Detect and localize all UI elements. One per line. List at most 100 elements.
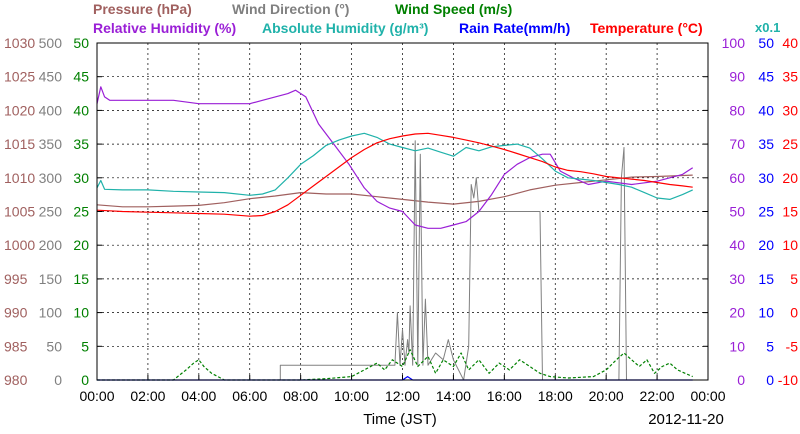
x-tick-label: 10:00	[334, 388, 369, 404]
plot-frame	[96, 42, 709, 381]
legend-rain-rate: Rain Rate(mm/h)	[459, 20, 570, 36]
y-tick-label-pressure: 995	[4, 271, 28, 287]
legend: Pressure (hPa) Wind Direction (°) Wind S…	[93, 1, 780, 36]
y-tick-label-relative-humidity: 30	[729, 271, 745, 287]
x-axis: 00:00 02:00 04:00 06:00 08:00 10:00 12:00 14:00…	[79, 76, 726, 404]
y-tick-label-temperature: 0	[790, 305, 798, 321]
y-tick-label-rain-rate: 20	[758, 237, 774, 253]
series-line-rain-rate-mm-h	[97, 376, 693, 381]
series-line-temperature-c	[96, 132, 693, 217]
y-tick-label-temperature: 5	[790, 271, 798, 287]
y-tick-label-rain-rate: 25	[758, 204, 774, 220]
legend-temperature: Temperature (°C)	[590, 20, 703, 36]
y-tick-label-rain-rate: 30	[758, 170, 774, 186]
y-tick-label-pressure: 1010	[4, 170, 35, 186]
y-tick-label-wind-speed: 25	[73, 204, 89, 220]
y-tick-label-rain-rate: 35	[758, 136, 774, 152]
legend-pressure: Pressure (hPa)	[93, 1, 192, 17]
y-tick-label-wind-direction: 350	[39, 136, 63, 152]
x-tick-label: 02:00	[130, 388, 165, 404]
y-tick-label-temperature: -5	[786, 338, 799, 354]
y-tick-label-relative-humidity: 40	[729, 237, 745, 253]
y-tick-label-pressure: 990	[4, 305, 28, 321]
y-tick-label-wind-speed: 35	[73, 136, 89, 152]
y-tick-label-rain-rate: 45	[758, 69, 774, 85]
y-tick-label-temperature: 35	[782, 69, 798, 85]
y-tick-label-temperature: 30	[782, 102, 798, 118]
y-tick-label-rain-rate: 10	[758, 305, 774, 321]
legend-absolute-humidity: Absolute Humidity (g/m³)	[262, 20, 428, 36]
y-tick-label-relative-humidity: 50	[729, 204, 745, 220]
series-line-pressure-hpa	[96, 174, 693, 208]
y-tick-label-rain-rate: 40	[758, 102, 774, 118]
y-tick-label-wind-speed: 45	[73, 69, 89, 85]
x-tick-label: 08:00	[283, 388, 318, 404]
x-tick-label: 06:00	[232, 388, 267, 404]
y-tick-label-wind-direction: 500	[39, 35, 63, 51]
y-tick-label-wind-direction: 250	[39, 204, 63, 220]
y-tick-label-wind-speed: 10	[73, 305, 89, 321]
y-tick-label-pressure: 1015	[4, 136, 35, 152]
y-tick-label-pressure: 1030	[4, 35, 35, 51]
y-tick-label-wind-direction: 50	[46, 338, 62, 354]
y-tick-label-pressure: 1000	[4, 237, 35, 253]
legend-wind-direction: Wind Direction (°)	[232, 1, 349, 17]
y-tick-label-pressure: 1005	[4, 204, 35, 220]
y-tick-label-temperature: -10	[778, 372, 798, 388]
y-tick-label-wind-speed: 30	[73, 170, 89, 186]
y-tick-label-pressure: 1020	[4, 102, 35, 118]
x-tick-label: 16:00	[487, 388, 522, 404]
x-axis-date: 2012-11-20	[648, 411, 724, 428]
x-tick-label: 00:00	[79, 388, 114, 404]
y-tick-label-wind-direction: 200	[39, 237, 63, 253]
y-tick-label-relative-humidity: 70	[729, 136, 745, 152]
y-tick-label-temperature: 40	[782, 35, 798, 51]
y-tick-label-wind-speed: 5	[81, 338, 89, 354]
y-tick-label-relative-humidity: 10	[729, 338, 745, 354]
y-tick-label-relative-humidity: 100	[722, 35, 746, 51]
x-tick-label: 18:00	[538, 388, 573, 404]
x-tick-label: 14:00	[436, 388, 471, 404]
y-tick-label-temperature: 15	[782, 204, 798, 220]
x-tick-label: 00:00	[690, 388, 725, 404]
grid	[97, 43, 708, 380]
y-axes: 9809859909951000100510101015102010251030…	[4, 35, 798, 388]
series-line-absolute-humidity-g-m	[96, 132, 693, 200]
y-tick-label-pressure: 985	[4, 338, 28, 354]
series-line-wind-direction	[97, 140, 693, 381]
y-tick-label-relative-humidity: 20	[729, 305, 745, 321]
y-tick-label-wind-speed: 0	[81, 372, 89, 388]
y-tick-label-wind-direction: 400	[39, 102, 63, 118]
legend-abs-humidity-scale: x0.1	[755, 20, 780, 35]
x-tick-label: 22:00	[640, 388, 675, 404]
y-tick-label-relative-humidity: 0	[737, 372, 745, 388]
y-tick-label-wind-direction: 450	[39, 69, 63, 85]
y-tick-label-wind-speed: 40	[73, 102, 89, 118]
x-tick-label: 20:00	[589, 388, 624, 404]
y-tick-label-temperature: 20	[782, 170, 798, 186]
y-tick-label-pressure: 980	[4, 372, 28, 388]
y-tick-label-wind-speed: 20	[73, 237, 89, 253]
series	[96, 86, 694, 381]
y-tick-label-rain-rate: 5	[766, 338, 774, 354]
y-tick-label-pressure: 1025	[4, 69, 35, 85]
y-tick-label-wind-direction: 150	[39, 271, 63, 287]
y-tick-label-rain-rate: 0	[766, 372, 774, 388]
y-tick-label-wind-speed: 50	[73, 35, 89, 51]
y-tick-label-temperature: 25	[782, 136, 798, 152]
x-axis-label: Time (JST)	[363, 411, 437, 428]
series-line-relative-humidity	[96, 86, 694, 229]
y-tick-label-rain-rate: 15	[758, 271, 774, 287]
y-tick-label-temperature: 10	[782, 237, 798, 253]
legend-relative-humidity: Relative Humidity (%)	[93, 20, 236, 36]
y-tick-label-wind-direction: 100	[39, 305, 63, 321]
y-tick-label-relative-humidity: 90	[729, 69, 745, 85]
x-tick-label: 04:00	[181, 388, 216, 404]
legend-wind-speed: Wind Speed (m/s)	[395, 1, 512, 17]
y-tick-label-relative-humidity: 80	[729, 102, 745, 118]
y-tick-label-rain-rate: 50	[758, 35, 774, 51]
y-tick-label-wind-speed: 15	[73, 271, 89, 287]
x-tick-label: 12:00	[385, 388, 420, 404]
y-tick-label-relative-humidity: 60	[729, 170, 745, 186]
